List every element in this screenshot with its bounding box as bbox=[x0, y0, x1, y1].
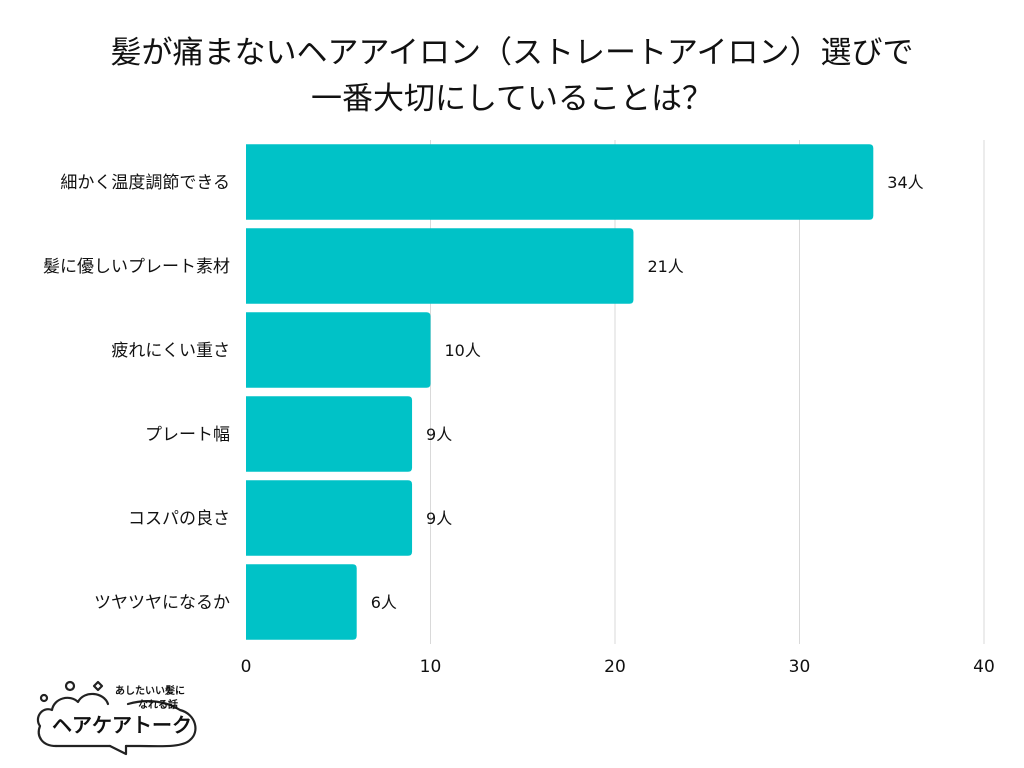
x-tick-label: 40 bbox=[973, 657, 995, 677]
bar bbox=[246, 396, 413, 472]
category-label: ツヤツヤになるか bbox=[94, 593, 230, 613]
x-tick-label: 0 bbox=[241, 657, 252, 677]
value-label: 9人 bbox=[426, 425, 452, 444]
gridlines bbox=[430, 140, 985, 644]
bars bbox=[246, 144, 874, 640]
value-label: 6人 bbox=[371, 593, 397, 612]
bar bbox=[246, 144, 874, 220]
value-label: 9人 bbox=[426, 509, 452, 528]
x-tick-label: 10 bbox=[420, 657, 442, 677]
category-label: コスパの良さ bbox=[128, 509, 230, 529]
chart-title: 髪が痛まないヘアアイロン（ストレートアイロン）選びで 一番大切にしていることは？ bbox=[0, 30, 1024, 122]
category-label: プレート幅 bbox=[145, 425, 230, 445]
category-labels: 細かく温度調節できる髪に優しいプレート素材疲れにくい重さプレート幅コスパの良さツ… bbox=[43, 173, 230, 613]
category-label: 髪に優しいプレート素材 bbox=[43, 257, 230, 277]
logo-name: ヘアケアトーク bbox=[52, 713, 192, 737]
value-labels: 34人 21人 10人 9人 9人 6人 bbox=[371, 173, 924, 612]
hair-care-talk-logo: あしたいい髪に なれる話 ヘアケアトーク bbox=[36, 680, 197, 756]
bar bbox=[246, 228, 634, 304]
bar bbox=[246, 312, 431, 388]
x-tick-label: 30 bbox=[789, 657, 811, 677]
x-tick-label: 20 bbox=[604, 657, 626, 677]
bar bbox=[246, 480, 413, 556]
chart-title-line-2: 一番大切にしていることは？ bbox=[310, 81, 714, 117]
bar bbox=[246, 564, 357, 640]
value-label: 34人 bbox=[887, 173, 923, 192]
category-label: 細かく温度調節できる bbox=[60, 173, 230, 193]
logo-tagline-2: なれる話 bbox=[138, 698, 178, 711]
x-axis-ticks: 0 10 20 30 40 bbox=[241, 657, 995, 677]
value-label: 10人 bbox=[445, 341, 481, 360]
value-label: 21人 bbox=[647, 257, 683, 276]
chart-title-line-1: 髪が痛まないヘアアイロン（ストレートアイロン）選びで bbox=[110, 35, 914, 71]
category-label: 疲れにくい重さ bbox=[111, 341, 230, 361]
logo-tagline-1: あしたいい髪に bbox=[115, 684, 185, 697]
